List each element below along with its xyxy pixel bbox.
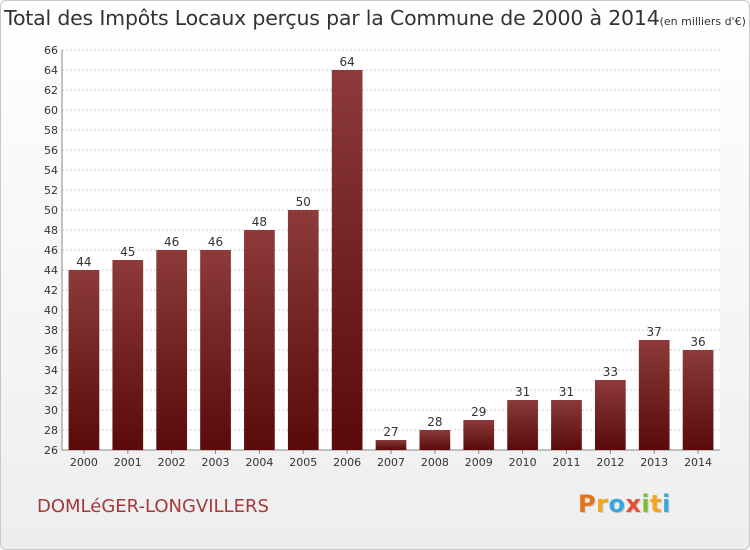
data-label: 31 <box>559 385 574 399</box>
bar <box>112 260 144 450</box>
y-tick-label: 32 <box>44 384 58 397</box>
bar <box>68 270 100 450</box>
y-tick-label: 26 <box>44 444 58 457</box>
data-label: 31 <box>515 385 530 399</box>
x-tick-label: 2005 <box>289 456 317 469</box>
x-tick-label: 2009 <box>465 456 493 469</box>
data-label: 46 <box>164 235 179 249</box>
brand-logo-letter: t <box>650 490 663 518</box>
y-tick-label: 64 <box>44 64 58 77</box>
bar <box>419 430 451 450</box>
data-label: 29 <box>471 405 486 419</box>
y-tick-label: 50 <box>44 204 58 217</box>
y-tick-label: 40 <box>44 304 58 317</box>
y-tick-label: 28 <box>44 424 58 437</box>
y-tick-label: 42 <box>44 284 58 297</box>
y-tick-label: 36 <box>44 344 58 357</box>
brand-logo-letter: i <box>641 490 651 518</box>
commune-name: DOMLéGER-LONGVILLERS <box>37 496 269 517</box>
data-label: 37 <box>647 325 662 339</box>
bar <box>463 420 495 450</box>
x-tick-label: 2006 <box>333 456 361 469</box>
bar <box>594 380 626 450</box>
bar <box>331 70 363 450</box>
x-tick-label: 2014 <box>684 456 712 469</box>
x-tick-label: 2011 <box>552 456 580 469</box>
y-tick-label: 58 <box>44 124 58 137</box>
x-tick-label: 2013 <box>640 456 668 469</box>
data-label: 28 <box>427 415 442 429</box>
brand-logo-letter: r <box>596 490 609 518</box>
data-label: 46 <box>208 235 223 249</box>
data-label: 64 <box>339 55 354 69</box>
bar <box>156 250 188 450</box>
brand-logo-letter: i <box>662 490 671 518</box>
bar <box>507 400 538 450</box>
y-tick-label: 60 <box>44 104 58 117</box>
y-tick-label: 34 <box>44 364 58 377</box>
brand-logo: Proxiti <box>578 490 671 518</box>
x-tick-label: 2007 <box>377 456 405 469</box>
brand-logo-letter: P <box>578 490 597 518</box>
data-label: 27 <box>383 425 398 439</box>
y-tick-label: 38 <box>44 324 58 337</box>
data-label: 50 <box>296 195 311 209</box>
bar <box>200 250 231 450</box>
y-tick-label: 46 <box>44 244 58 257</box>
x-tick-label: 2010 <box>509 456 537 469</box>
y-tick-label: 62 <box>44 84 58 97</box>
data-label: 45 <box>120 245 135 259</box>
y-tick-label: 52 <box>44 184 58 197</box>
chart-subtitle: (en milliers d'€) <box>659 15 746 28</box>
bar <box>682 350 714 450</box>
bar <box>244 230 275 450</box>
bar <box>287 210 319 450</box>
y-tick-label: 54 <box>44 164 58 177</box>
brand-logo-letter: o <box>608 490 626 518</box>
x-tick-label: 2004 <box>245 456 273 469</box>
x-tick-label: 2003 <box>202 456 230 469</box>
bar <box>551 400 582 450</box>
y-tick-label: 48 <box>44 224 58 237</box>
chart-title: Total des Impôts Locaux perçus par la Co… <box>4 6 660 30</box>
x-tick-label: 2002 <box>158 456 186 469</box>
data-label: 48 <box>252 215 267 229</box>
x-tick-label: 2012 <box>596 456 624 469</box>
x-tick-label: 2001 <box>114 456 142 469</box>
y-tick-label: 66 <box>44 44 58 57</box>
y-tick-label: 44 <box>44 264 58 277</box>
x-tick-label: 2008 <box>421 456 449 469</box>
brand-logo-letter: x <box>625 490 642 518</box>
data-label: 44 <box>76 255 91 269</box>
bar <box>375 440 407 450</box>
bar <box>638 340 670 450</box>
x-tick-label: 2000 <box>70 456 98 469</box>
y-tick-label: 56 <box>44 144 58 157</box>
y-tick-label: 30 <box>44 404 58 417</box>
data-label: 33 <box>603 365 618 379</box>
data-label: 36 <box>690 335 705 349</box>
chart-title-block: Total des Impôts Locaux perçus par la Co… <box>0 6 750 30</box>
